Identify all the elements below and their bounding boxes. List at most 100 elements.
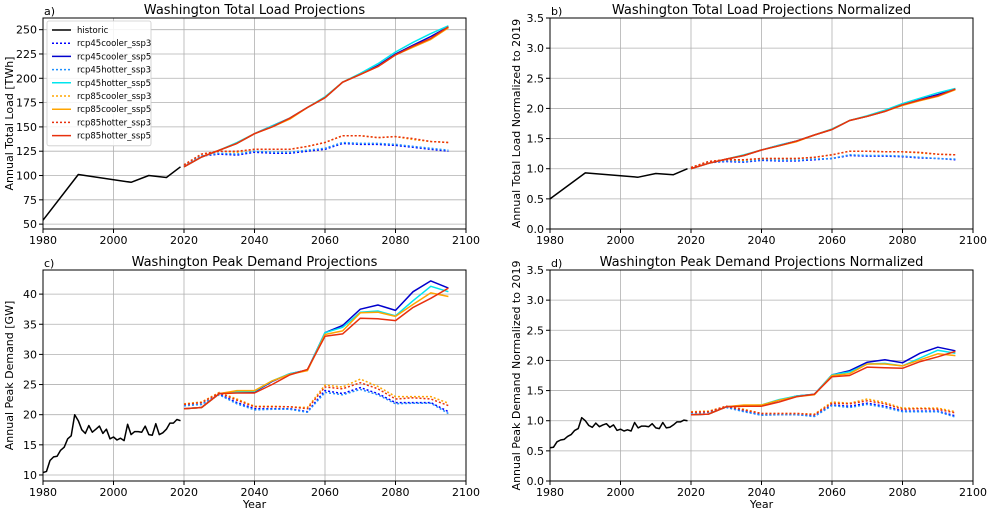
y-tick-label: 250 <box>16 24 37 37</box>
panel-label: d) <box>551 257 562 270</box>
chart-title: Washington Total Load Projections <box>144 3 366 18</box>
series-line-rcp85hotter_ssp3 <box>183 134 449 166</box>
y-axis-label: Annual Total Load [TWh] <box>3 57 16 191</box>
chart-panel-3: 1980 2000 2020 2040 2060 2080 2100 0.0 0.5 1.0 1.5… <box>510 255 987 511</box>
legend-label: rcp85cooler_ssp3 <box>77 92 151 102</box>
y-tick-label: 30 <box>23 348 37 361</box>
y-tick-label: 2.0 <box>527 354 545 367</box>
y-tick-label: 1.5 <box>527 385 545 398</box>
series-line-series-1 <box>183 386 449 413</box>
x-tick-label: 2060 <box>311 234 339 247</box>
legend-label: historic <box>77 26 109 36</box>
x-tick-label: 2000 <box>100 486 128 499</box>
x-tick-label: 2000 <box>607 486 635 499</box>
panel-label: b) <box>551 5 562 18</box>
legend-box <box>46 20 152 147</box>
series-line-series-7 <box>690 400 956 416</box>
y-tick-label: 2.5 <box>527 72 545 85</box>
y-axis-label: Annual Total Load Normalized to 2019 <box>510 19 523 228</box>
legend-label: rcp45hotter_ssp5 <box>77 79 151 89</box>
y-axis-label: Annual Peak Demand [GW] <box>3 301 16 450</box>
chart-title: Washington Peak Demand Projections Norma… <box>600 255 924 270</box>
y-tick-label: 0.0 <box>527 475 545 488</box>
x-tick-label: 2060 <box>818 234 846 247</box>
x-tick-label: 1980 <box>536 234 564 247</box>
y-tick-label: 50 <box>23 218 37 231</box>
series-line-series-0 <box>549 168 688 200</box>
y-tick-label: 225 <box>16 48 37 61</box>
chart-panel-2: 1980 2000 2020 2040 2060 2080 2100 10 15 20 25 30 35… <box>3 255 480 511</box>
x-tick-label: 2040 <box>748 486 776 499</box>
legend-label: rcp85cooler_ssp5 <box>77 105 151 115</box>
y-tick-label: 35 <box>23 318 37 331</box>
x-tick-label: 2080 <box>382 486 410 499</box>
series-line-rcp85hotter_ssp5 <box>183 26 449 168</box>
chart-panel-1: 1980 2000 2020 2040 2060 2080 2100 0.0 0.5 1.0 1.5… <box>510 3 987 247</box>
series-line-series-7 <box>690 150 956 169</box>
x-tick-label: 2040 <box>241 234 269 247</box>
y-tick-label: 10 <box>23 469 37 482</box>
x-tick-label: 2020 <box>677 234 705 247</box>
series-line-rcp45cooler_ssp3 <box>183 142 449 167</box>
x-tick-label: 2000 <box>607 234 635 247</box>
y-tick-label: 40 <box>23 288 37 301</box>
legend-label: rcp45hotter_ssp3 <box>77 66 151 76</box>
y-tick-label: 25 <box>23 379 37 392</box>
x-tick-label: 2060 <box>311 486 339 499</box>
x-tick-label: 2020 <box>170 486 198 499</box>
x-tick-label: 2080 <box>889 234 917 247</box>
y-tick-label: 0.5 <box>527 445 545 458</box>
legend-label: rcp45cooler_ssp3 <box>77 39 151 49</box>
series-line-series-8 <box>183 287 449 410</box>
series-line-series-7 <box>183 381 449 410</box>
series-line-series-8 <box>690 88 956 170</box>
series-line-series-0 <box>549 416 688 449</box>
x-tick-label: 1980 <box>29 234 57 247</box>
x-tick-label: 2020 <box>170 234 198 247</box>
y-tick-label: 0.5 <box>527 193 545 206</box>
y-tick-label: 3.0 <box>527 294 545 307</box>
y-tick-label: 125 <box>16 145 37 158</box>
y-tick-label: 3.5 <box>527 12 545 25</box>
y-tick-label: 150 <box>16 121 37 134</box>
x-tick-label: 2080 <box>382 234 410 247</box>
y-tick-label: 2.0 <box>527 102 545 115</box>
x-tick-label: 2040 <box>241 486 269 499</box>
x-tick-label: 2100 <box>959 486 987 499</box>
x-tick-label: 2080 <box>889 486 917 499</box>
series-line-series-8 <box>690 350 956 416</box>
legend-label: rcp85hotter_ssp3 <box>77 118 151 128</box>
x-tick-label: 2040 <box>748 234 776 247</box>
y-tick-label: 15 <box>23 439 37 452</box>
x-tick-label: 1980 <box>29 486 57 499</box>
x-tick-label: 2020 <box>677 486 705 499</box>
chart-title: Washington Peak Demand Projections <box>132 255 378 270</box>
y-tick-label: 100 <box>16 170 37 183</box>
series-line-series-0 <box>42 413 181 474</box>
y-tick-label: 20 <box>23 409 37 422</box>
legend-label: rcp45cooler_ssp5 <box>77 52 151 62</box>
y-tick-label: 200 <box>16 72 37 85</box>
chart-title: Washington Total Load Projections Normal… <box>612 3 911 18</box>
y-axis-label: Annual Peak Demand Normalized to 2019 <box>510 261 523 491</box>
y-tick-label: 2.5 <box>527 324 545 337</box>
x-tick-label: 2000 <box>100 234 128 247</box>
panel-label: c) <box>44 257 54 270</box>
y-tick-label: 0.0 <box>527 223 545 236</box>
x-tick-label: 2100 <box>452 234 480 247</box>
y-tick-label: 1.0 <box>527 163 545 176</box>
x-axis-label: Year <box>749 498 774 511</box>
panel-label: a) <box>44 5 55 18</box>
x-tick-label: 1980 <box>536 486 564 499</box>
series-line-series-3 <box>690 154 956 169</box>
y-tick-label: 1.5 <box>527 133 545 146</box>
chart-panel-0: 1980 2000 2020 2040 2060 2080 2100 50 75 100 125 15… <box>3 3 480 247</box>
series-line-rcp45hotter_ssp3 <box>183 141 449 167</box>
y-tick-label: 3.5 <box>527 264 545 277</box>
x-tick-label: 2100 <box>452 486 480 499</box>
series-line-historic <box>42 166 181 221</box>
y-tick-label: 1.0 <box>527 415 545 428</box>
x-tick-label: 2100 <box>959 234 987 247</box>
series-line-series-3 <box>690 403 956 418</box>
